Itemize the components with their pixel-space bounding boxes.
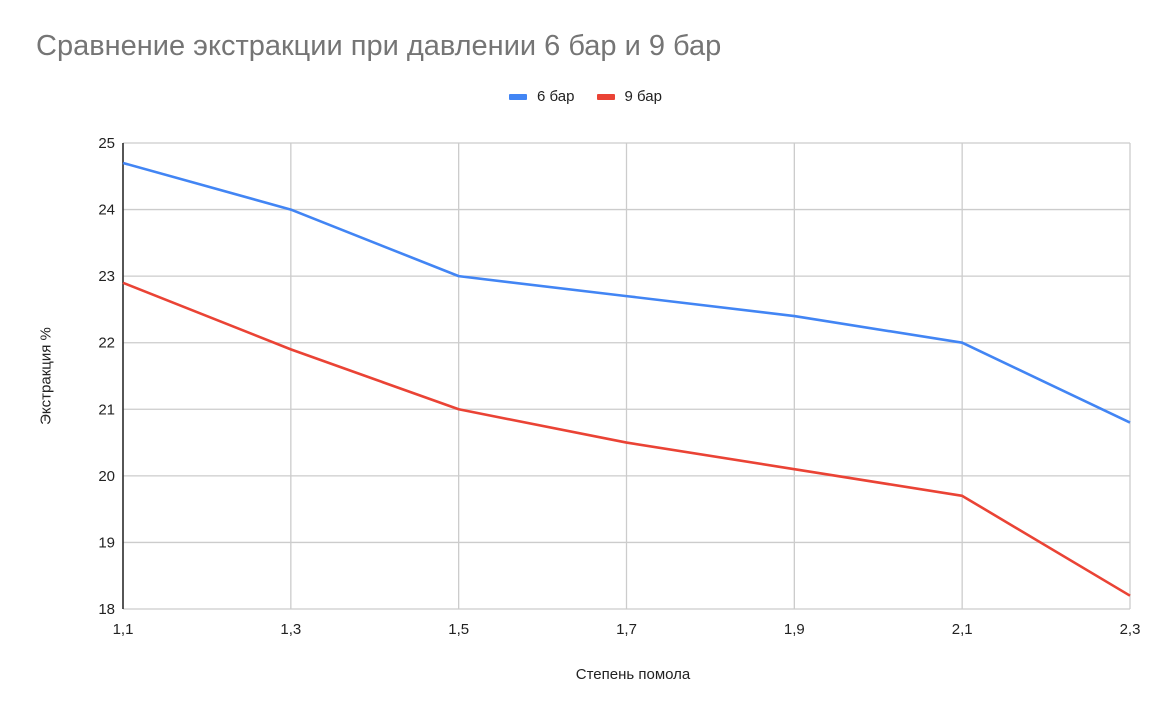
x-tick-label: 1,3 [280,621,301,638]
chart-title: Сравнение экстракции при давлении 6 бар … [36,30,722,62]
y-tick-label: 24 [98,202,115,219]
series-line[interactable] [122,161,1131,424]
series-line[interactable] [122,281,1131,597]
x-tick-label: 1,7 [616,621,637,638]
legend-item-9-bar[interactable]: 9 бар [596,88,662,105]
legend-item-6-bar[interactable]: 6 бар [509,88,575,105]
x-tick-label: 1,9 [784,621,805,638]
x-tick-label: 2,3 [1120,621,1141,638]
legend-label: 6 бар [537,88,575,105]
x-tick-label: 1,5 [448,621,469,638]
x-tick-label: 2,1 [952,621,973,638]
x-axis-label: Степень помола [575,666,691,683]
legend-swatch-blue-icon [509,93,528,100]
x-axis-ticks: 1,1 1,3 1,5 1,7 1,9 2,1 2,3 [113,621,1141,638]
x-tick-label: 1,1 [113,621,134,638]
y-tick-label: 20 [98,468,115,485]
y-tick-label: 19 [98,534,115,551]
data-series [122,161,1131,597]
legend-swatch-red-icon [596,93,615,100]
y-tick-label: 23 [98,268,115,285]
legend-label: 9 бар [624,88,662,105]
y-tick-label: 25 [98,135,115,152]
y-tick-label: 22 [98,335,115,352]
y-tick-label: 21 [98,401,115,418]
y-axis-label: Экстракция % [37,327,55,425]
legend: 6 бар 9 бар [0,88,1166,105]
gridlines [122,142,1131,610]
y-tick-label: 18 [98,601,115,618]
y-axis-ticks: 18 19 20 21 22 23 24 25 [98,135,115,618]
